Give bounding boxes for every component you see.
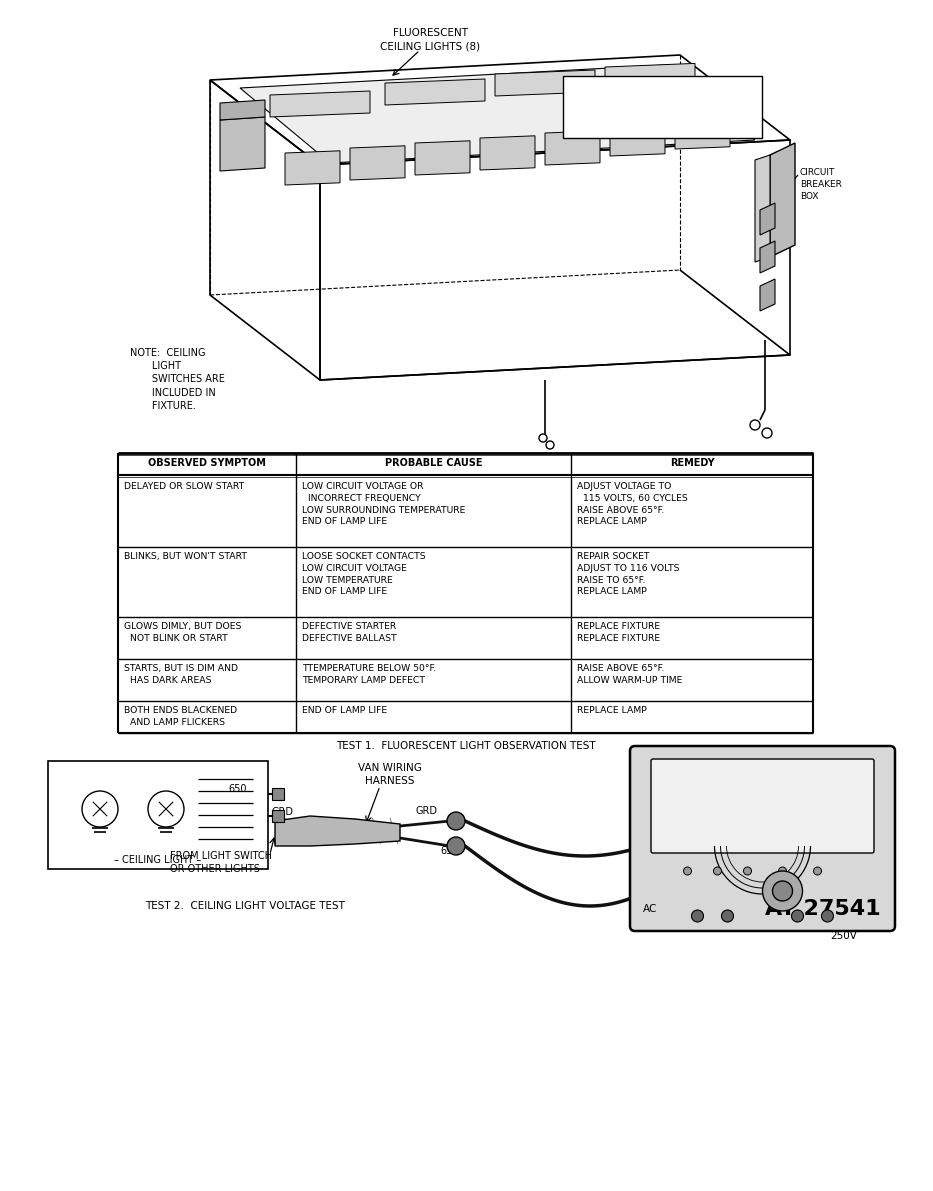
Circle shape: [821, 910, 833, 922]
Text: – CEILING LIGHT –: – CEILING LIGHT –: [115, 855, 202, 865]
Text: GRD: GRD: [271, 807, 293, 817]
Text: REPLACE FIXTURE
REPLACE FIXTURE: REPLACE FIXTURE REPLACE FIXTURE: [577, 622, 661, 643]
Text: BOTH ENDS BLACKENED
  AND LAMP FLICKERS: BOTH ENDS BLACKENED AND LAMP FLICKERS: [124, 706, 237, 727]
Text: REPLACE LAMP: REPLACE LAMP: [577, 706, 647, 715]
Text: STARTS, BUT IS DIM AND
  HAS DARK AREAS: STARTS, BUT IS DIM AND HAS DARK AREAS: [124, 665, 238, 685]
FancyBboxPatch shape: [630, 746, 895, 931]
Polygon shape: [770, 143, 795, 257]
Circle shape: [691, 910, 703, 922]
Polygon shape: [480, 136, 535, 170]
Text: ADJUST VOLTAGE TO
  115 VOLTS, 60 CYCLES
RAISE ABOVE 65°F.
REPLACE LAMP: ADJUST VOLTAGE TO 115 VOLTS, 60 CYCLES R…: [577, 482, 688, 526]
Circle shape: [714, 867, 721, 875]
Circle shape: [684, 867, 691, 875]
Text: TEST 2.  CEILING LIGHT VOLTAGE TEST: TEST 2. CEILING LIGHT VOLTAGE TEST: [145, 902, 345, 911]
Text: AT 27541: AT 27541: [765, 899, 881, 919]
Polygon shape: [610, 124, 665, 156]
Polygon shape: [415, 141, 470, 175]
Text: REPAIR SOCKET
ADJUST TO 116 VOLTS
RAISE TO 65°F.
REPLACE LAMP: REPAIR SOCKET ADJUST TO 116 VOLTS RAISE …: [577, 551, 679, 597]
Polygon shape: [285, 151, 340, 185]
Polygon shape: [545, 131, 600, 166]
Circle shape: [791, 910, 803, 922]
Circle shape: [773, 881, 792, 902]
Text: TEST 1.  FLUORESCENT LIGHT OBSERVATION TEST: TEST 1. FLUORESCENT LIGHT OBSERVATION TE…: [336, 741, 596, 752]
Text: NOTE:  TWO INCANDESCENT
LAMPS ARE LOCATED IN
EACH FIXTURE.: NOTE: TWO INCANDESCENT LAMPS ARE LOCATED…: [570, 83, 705, 116]
Text: 250V: 250V: [830, 931, 856, 941]
Text: 650: 650: [440, 846, 458, 856]
Polygon shape: [385, 79, 485, 105]
Bar: [48, 761, 268, 869]
Text: TTEMPERATURE BELOW 50°F.
TEMPORARY LAMP DEFECT: TTEMPERATURE BELOW 50°F. TEMPORARY LAMP …: [302, 665, 436, 685]
Bar: [272, 810, 284, 822]
FancyBboxPatch shape: [563, 76, 762, 138]
Polygon shape: [760, 279, 775, 311]
Polygon shape: [275, 816, 400, 846]
Polygon shape: [760, 202, 775, 235]
Text: REMEDY: REMEDY: [670, 459, 715, 468]
Text: FLUORESCENT
CEILING LIGHTS (8): FLUORESCENT CEILING LIGHTS (8): [380, 29, 480, 51]
Bar: [272, 788, 284, 800]
Text: PROBABLE CAUSE: PROBABLE CAUSE: [384, 459, 482, 468]
Polygon shape: [760, 241, 775, 273]
Circle shape: [721, 910, 733, 922]
Circle shape: [762, 871, 802, 911]
Text: LOOSE SOCKET CONTACTS
LOW CIRCUIT VOLTAGE
LOW TEMPERATURE
END OF LAMP LIFE: LOOSE SOCKET CONTACTS LOW CIRCUIT VOLTAG…: [302, 551, 425, 597]
Text: RAISE ABOVE 65°F.
ALLOW WARM-UP TIME: RAISE ABOVE 65°F. ALLOW WARM-UP TIME: [577, 665, 682, 685]
Text: END OF LAMP LIFE: END OF LAMP LIFE: [302, 706, 387, 715]
Polygon shape: [350, 145, 405, 180]
Text: LOW CIRCUIT VOLTAGE OR
  INCORRECT FREQUENCY
LOW SURROUNDING TEMPERATURE
END OF : LOW CIRCUIT VOLTAGE OR INCORRECT FREQUEN…: [302, 482, 466, 526]
Polygon shape: [495, 70, 595, 96]
Circle shape: [744, 867, 751, 875]
Text: BLINKS, BUT WON'T START: BLINKS, BUT WON'T START: [124, 551, 247, 561]
Text: NOTE:  CEILING
       LIGHT
       SWITCHES ARE
       INCLUDED IN
       FIXTUR: NOTE: CEILING LIGHT SWITCHES ARE INCLUDE…: [130, 348, 225, 411]
Polygon shape: [270, 91, 370, 117]
Text: FROM LIGHT SWITCH
OR OTHER LIGHTS: FROM LIGHT SWITCH OR OTHER LIGHTS: [170, 852, 272, 874]
Text: DELAYED OR SLOW START: DELAYED OR SLOW START: [124, 482, 244, 491]
Text: VAN WIRING
HARNESS: VAN WIRING HARNESS: [358, 763, 422, 786]
Polygon shape: [220, 100, 265, 120]
Text: OBSERVED SYMPTOM: OBSERVED SYMPTOM: [148, 459, 266, 468]
Circle shape: [778, 867, 787, 875]
Text: CIRCUIT
BREAKER
BOX: CIRCUIT BREAKER BOX: [800, 168, 842, 200]
Polygon shape: [240, 66, 755, 163]
Text: AC: AC: [643, 904, 658, 913]
Polygon shape: [605, 63, 695, 87]
Polygon shape: [220, 117, 265, 172]
Circle shape: [447, 812, 465, 830]
Polygon shape: [755, 155, 770, 262]
Text: GLOWS DIMLY, BUT DOES
  NOT BLINK OR START: GLOWS DIMLY, BUT DOES NOT BLINK OR START: [124, 622, 242, 643]
FancyBboxPatch shape: [651, 759, 874, 853]
Text: 650: 650: [228, 784, 246, 794]
Polygon shape: [675, 117, 730, 149]
Circle shape: [814, 867, 821, 875]
Circle shape: [447, 837, 465, 855]
Text: GRD: GRD: [415, 806, 437, 816]
Text: DEFECTIVE STARTER
DEFECTIVE BALLAST: DEFECTIVE STARTER DEFECTIVE BALLAST: [302, 622, 397, 643]
